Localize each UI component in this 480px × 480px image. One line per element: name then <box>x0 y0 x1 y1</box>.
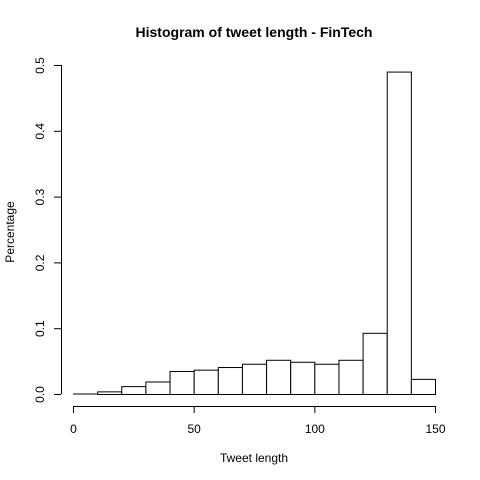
histogram-bar <box>97 391 123 396</box>
histogram-bar <box>290 361 316 395</box>
x-tick-label: 150 <box>425 422 445 436</box>
y-tick-label: 0.4 <box>33 123 47 140</box>
y-axis-label: Percentage <box>3 201 17 263</box>
x-tick-label: 0 <box>70 422 77 436</box>
y-tick-label: 0.1 <box>33 320 47 337</box>
y-tick-label: 0.2 <box>33 254 47 271</box>
x-axis-label: Tweet length <box>220 451 288 465</box>
histogram-bar <box>266 359 292 395</box>
y-tick-label: 0.0 <box>33 386 47 403</box>
histogram-bar <box>145 381 171 395</box>
histogram-bar <box>410 378 437 395</box>
histogram-bar <box>338 359 364 395</box>
bars-group <box>73 71 437 396</box>
histogram-bar <box>314 363 340 395</box>
histogram-bar <box>241 363 268 395</box>
histogram-bar <box>169 370 195 396</box>
x-tick-label: 50 <box>187 422 201 436</box>
y-tick-label: 0.3 <box>33 188 47 205</box>
histogram-bar <box>121 386 147 396</box>
chart-title: Histogram of tweet length - FinTech <box>136 24 373 40</box>
histogram-bar <box>193 369 219 395</box>
y-tick-label: 0.5 <box>33 57 47 74</box>
x-axis: 0 50 100 150 <box>70 406 446 436</box>
x-tick-label: 100 <box>305 422 325 436</box>
histogram-bar <box>386 71 412 396</box>
histogram-bar <box>362 332 388 395</box>
y-axis: 0.0 0.1 0.2 0.3 0.4 0.5 <box>33 57 62 403</box>
histogram-bar <box>217 367 243 396</box>
